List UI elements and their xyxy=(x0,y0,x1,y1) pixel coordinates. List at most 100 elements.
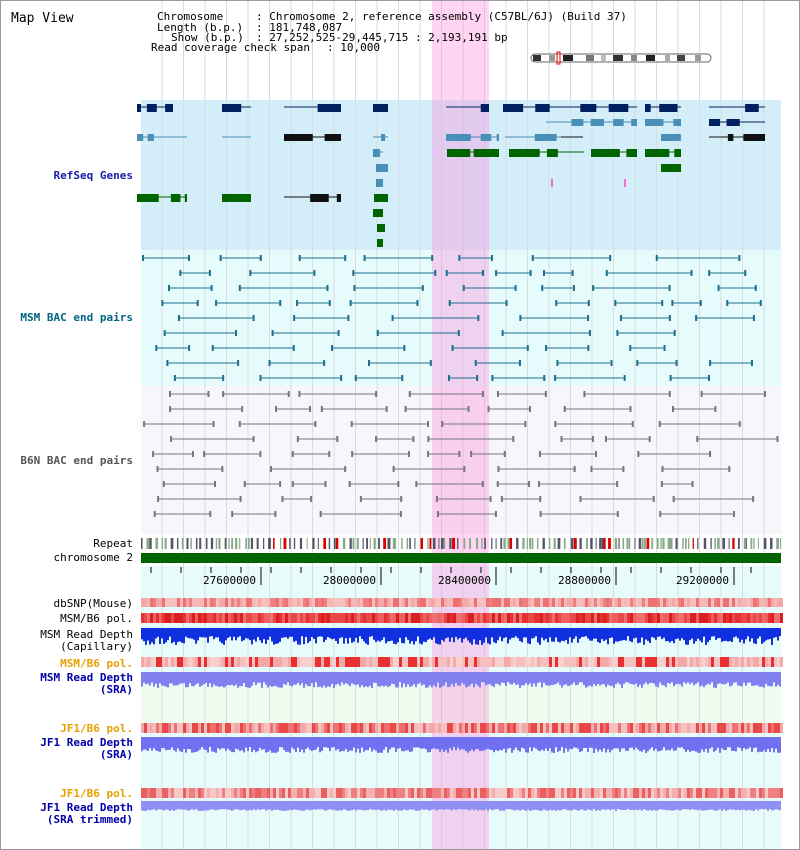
depth-bar xyxy=(319,672,321,687)
gene-exon xyxy=(727,134,734,141)
bac-pair-end xyxy=(531,255,534,261)
depth-bar xyxy=(191,628,193,639)
depth-bar xyxy=(545,672,547,686)
strip-cell xyxy=(237,657,240,667)
msm-depth-sra-line1: MSM Read Depth xyxy=(40,671,133,684)
depth-bar xyxy=(337,737,339,750)
bac-pair-end xyxy=(489,496,492,502)
bac-pair-end xyxy=(700,391,703,397)
strip-cell xyxy=(249,723,252,733)
bac-pair-end xyxy=(462,285,465,291)
strip-cell xyxy=(618,788,621,798)
bac-pair-end xyxy=(451,345,454,351)
strip-cell xyxy=(204,723,207,733)
depth-bar xyxy=(645,628,647,640)
strip-cell xyxy=(711,613,714,623)
depth-bar xyxy=(451,672,453,685)
msm-depth-capillary xyxy=(141,628,781,645)
depth-bar xyxy=(473,737,475,752)
depth-bar xyxy=(521,672,523,686)
depth-bar xyxy=(491,737,493,751)
depth-bar xyxy=(159,672,161,684)
bac-pair-end xyxy=(487,406,490,412)
strip-cell xyxy=(381,723,384,733)
strip-cell xyxy=(207,788,210,798)
depth-bar xyxy=(579,628,581,639)
strip-cell xyxy=(657,657,660,667)
strip-cell xyxy=(375,788,378,798)
depth-bar xyxy=(497,737,499,752)
depth-bar xyxy=(533,672,535,684)
depth-bar xyxy=(235,737,237,749)
strip-cell xyxy=(522,723,525,733)
repeat-mark xyxy=(342,538,346,549)
strip-cell xyxy=(579,598,582,607)
depth-bar xyxy=(511,737,513,753)
depth-bar xyxy=(389,737,391,750)
strip-cell xyxy=(429,657,432,667)
depth-bar xyxy=(559,672,561,685)
strip-cell xyxy=(567,723,570,733)
bac-pair-end xyxy=(222,391,225,397)
depth-bar xyxy=(677,737,679,748)
strip-cell xyxy=(297,657,300,667)
strip-cell xyxy=(336,613,339,623)
depth-bar xyxy=(481,737,483,751)
depth-bar xyxy=(559,801,561,811)
strip-cell xyxy=(285,723,288,733)
depth-bar xyxy=(713,801,715,811)
depth-bar xyxy=(355,628,357,638)
repeat-mark xyxy=(685,538,687,549)
bac-pair-end xyxy=(344,255,347,261)
strip-cell xyxy=(591,613,594,623)
strip-cell xyxy=(345,613,348,623)
bac-pair-end xyxy=(579,496,582,502)
gene-exon xyxy=(377,224,385,232)
strip-cell xyxy=(276,788,279,798)
depth-bar xyxy=(709,628,711,641)
strip-cell xyxy=(306,788,309,798)
repeat-mark xyxy=(651,538,654,549)
depth-bar xyxy=(635,801,637,810)
strip-cell xyxy=(774,657,777,667)
strip-cell xyxy=(294,598,297,607)
strip-cell xyxy=(255,613,258,623)
strip-cell xyxy=(297,723,300,733)
strip-cell xyxy=(156,657,159,667)
strip-cell xyxy=(534,613,537,623)
ideogram-band xyxy=(586,55,594,61)
strip-cell xyxy=(243,788,246,798)
strip-cell xyxy=(501,788,504,798)
depth-bar xyxy=(507,672,509,683)
strip-cell xyxy=(669,598,672,607)
depth-bar xyxy=(757,628,759,639)
strip-cell xyxy=(423,598,426,607)
bac-pair-end xyxy=(441,421,444,427)
depth-bar xyxy=(301,628,303,637)
bac-pair-end xyxy=(326,285,329,291)
depth-bar xyxy=(287,737,289,752)
strip-cell xyxy=(588,723,591,733)
depth-bar xyxy=(215,737,217,753)
bac-pair-end xyxy=(539,511,542,517)
strip-cell xyxy=(159,657,162,667)
depth-bar xyxy=(209,737,211,748)
depth-bar xyxy=(551,672,553,686)
depth-bar xyxy=(661,672,663,685)
strip-cell xyxy=(492,723,495,733)
bac-pair-end xyxy=(671,300,674,306)
depth-bar xyxy=(199,801,201,811)
depth-bar xyxy=(501,628,503,642)
bac-pair-end xyxy=(563,406,566,412)
bac-pair-end xyxy=(587,345,590,351)
strip-cell xyxy=(627,598,630,607)
strip-cell xyxy=(270,613,273,623)
depth-bar xyxy=(611,737,613,750)
depth-bar xyxy=(563,801,565,810)
depth-bar xyxy=(309,737,311,750)
depth-bar xyxy=(689,737,691,752)
repeat-mark xyxy=(317,538,319,549)
depth-bar xyxy=(489,628,491,645)
depth-bar xyxy=(377,737,379,753)
